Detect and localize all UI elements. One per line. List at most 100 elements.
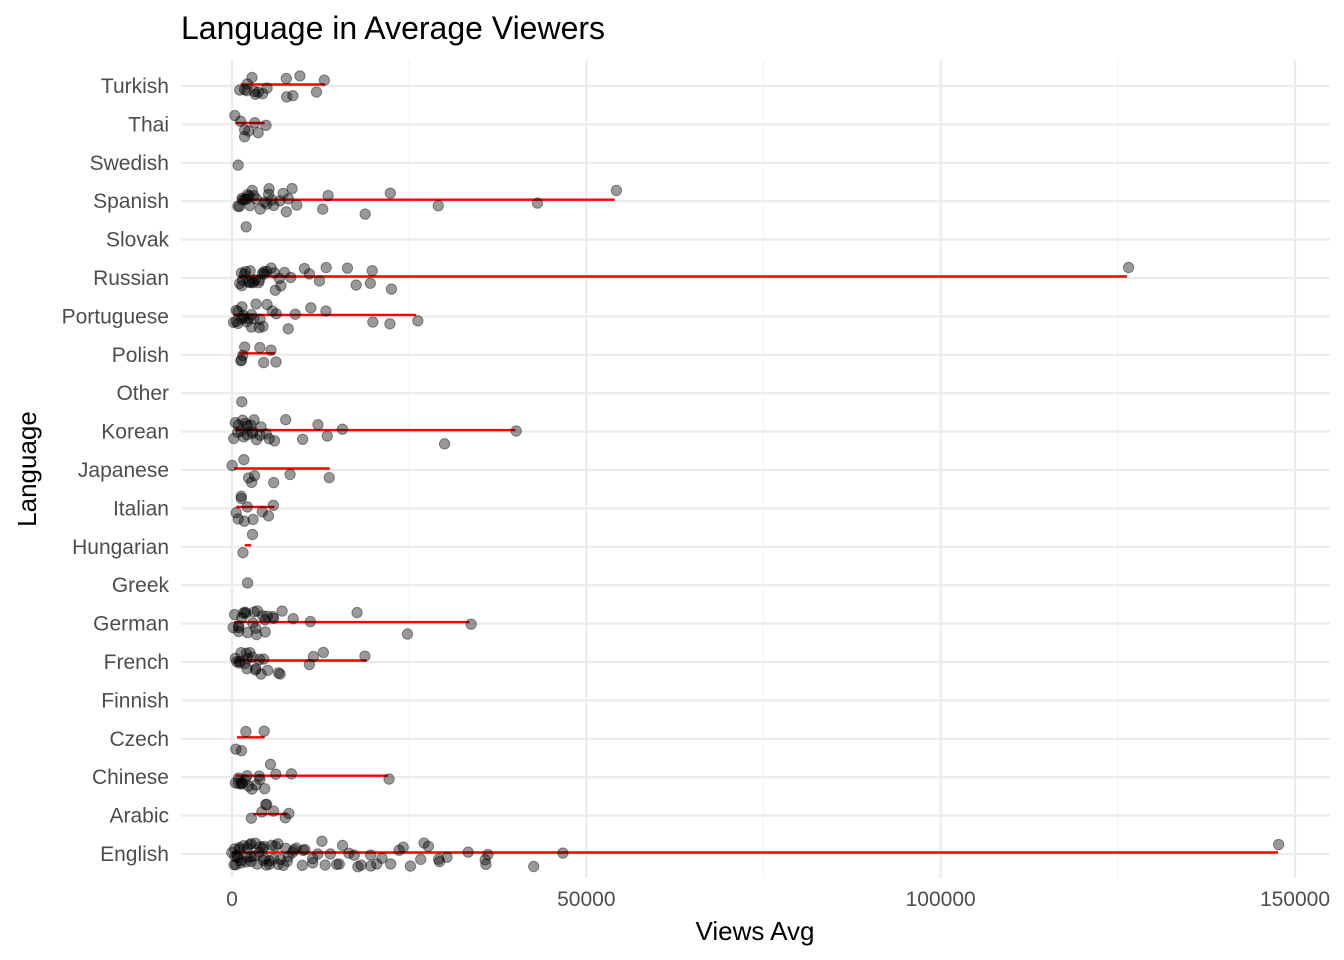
data-point <box>240 607 252 620</box>
data-point <box>528 860 540 873</box>
data-point <box>610 184 623 197</box>
data-point <box>241 84 253 97</box>
data-point <box>249 274 261 286</box>
data-point <box>236 301 248 313</box>
data-point <box>234 115 247 127</box>
data-point <box>239 774 251 786</box>
data-point <box>245 321 258 333</box>
data-point <box>262 510 275 522</box>
data-point <box>250 193 263 205</box>
data-point <box>230 743 242 755</box>
data-point <box>247 513 259 526</box>
y-tick-label: Italian <box>113 497 169 520</box>
data-point <box>282 850 295 863</box>
data-point <box>228 608 241 621</box>
data-point <box>312 848 324 860</box>
data-point <box>438 438 451 450</box>
data-point <box>279 414 292 426</box>
data-point <box>249 88 262 101</box>
data-point <box>241 78 254 90</box>
data-point <box>238 453 250 466</box>
data-point <box>263 183 275 195</box>
data-point <box>279 842 292 854</box>
data-point <box>236 777 249 790</box>
data-point <box>269 840 282 852</box>
data-point <box>384 187 397 199</box>
data-point <box>268 435 281 447</box>
data-point <box>232 777 245 790</box>
data-point <box>240 725 252 738</box>
data-point <box>286 182 298 195</box>
data-point <box>359 208 371 220</box>
data-point <box>263 855 276 867</box>
data-point <box>226 846 238 859</box>
data-point <box>267 199 280 212</box>
data-point <box>228 843 241 855</box>
data-point <box>367 316 379 328</box>
data-point <box>249 664 262 676</box>
y-tick-label: Japanese <box>78 459 169 482</box>
data-point <box>243 190 255 202</box>
data-point <box>253 770 265 782</box>
data-point <box>246 783 258 795</box>
data-point <box>557 847 569 859</box>
data-point <box>238 123 251 136</box>
data-point <box>241 626 254 639</box>
data-point <box>237 349 249 362</box>
data-point <box>263 433 275 445</box>
data-point <box>237 607 250 619</box>
data-point <box>261 664 274 677</box>
y-tick-label: Greek <box>112 574 170 597</box>
y-tick-label: Finnish <box>101 689 169 712</box>
data-point <box>247 617 259 629</box>
data-point <box>242 312 255 325</box>
data-point <box>237 840 250 852</box>
data-point <box>270 356 282 368</box>
y-tick-label: Czech <box>109 728 169 751</box>
data-point <box>258 268 270 280</box>
data-point <box>235 857 247 869</box>
data-point <box>236 274 249 287</box>
data-point <box>235 425 247 437</box>
data-point <box>240 417 252 430</box>
y-tick-label: Portuguese <box>62 305 169 328</box>
data-point <box>284 468 296 481</box>
data-point <box>393 844 405 856</box>
y-tick-label: German <box>93 613 169 636</box>
data-point <box>272 858 284 871</box>
data-point <box>270 768 282 780</box>
data-point <box>298 262 311 275</box>
data-point <box>242 472 255 484</box>
data-point <box>291 199 303 211</box>
data-point <box>355 859 367 871</box>
data-point <box>257 854 270 867</box>
data-point <box>249 837 262 850</box>
y-tick-label: Swedish <box>90 152 169 175</box>
data-point <box>282 323 294 335</box>
data-point <box>352 861 364 873</box>
data-point <box>237 546 249 559</box>
x-tick-label: 0 <box>226 888 238 911</box>
data-point <box>233 655 246 668</box>
data-point <box>244 199 256 212</box>
data-point <box>404 860 417 872</box>
data-point <box>238 268 251 280</box>
data-point <box>250 628 263 641</box>
data-point <box>262 188 275 201</box>
data-point <box>235 492 247 505</box>
data-point <box>283 807 295 820</box>
data-point <box>303 268 316 280</box>
data-point <box>269 284 282 296</box>
data-point <box>299 843 311 856</box>
data-point <box>348 849 360 861</box>
data-point <box>251 858 263 870</box>
data-point <box>432 853 445 865</box>
data-point <box>245 476 258 489</box>
data-point <box>235 490 247 502</box>
data-point <box>245 838 257 850</box>
data-point <box>260 428 272 440</box>
data-point <box>241 189 254 201</box>
data-point <box>233 622 245 634</box>
data-point <box>258 840 270 853</box>
data-point <box>228 432 240 445</box>
